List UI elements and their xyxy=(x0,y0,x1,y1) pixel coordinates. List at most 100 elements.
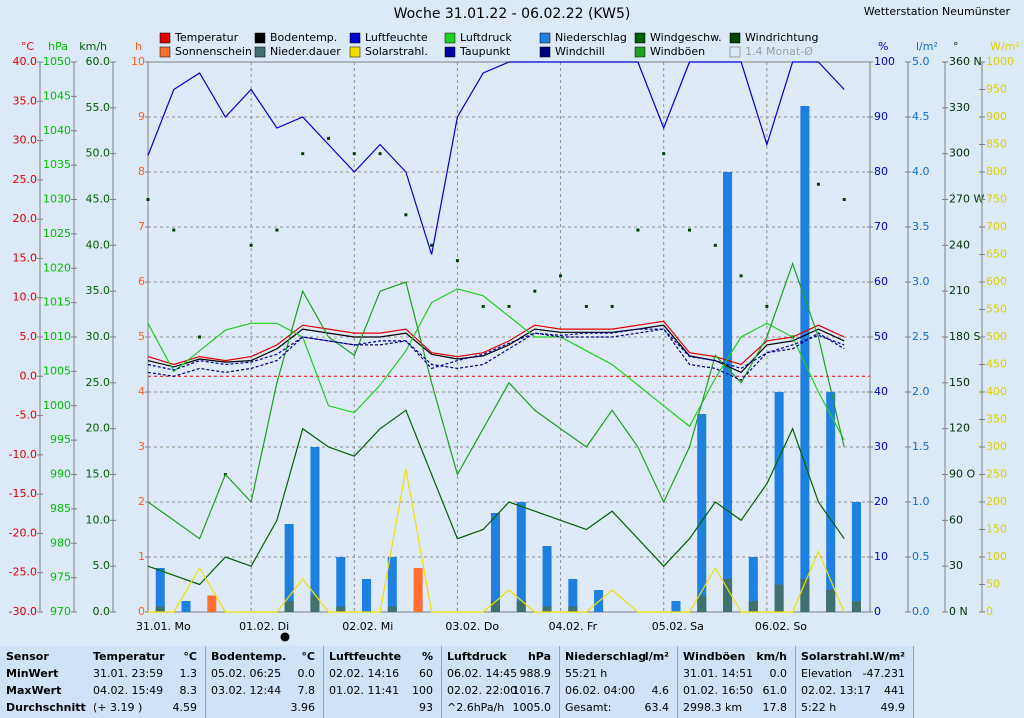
axis-title: h xyxy=(135,40,142,53)
direction-dot xyxy=(713,243,717,247)
direction-dot xyxy=(198,335,202,339)
legend-swatch xyxy=(634,32,646,44)
bar xyxy=(155,568,165,612)
cell-info: 03.02. 12:44 xyxy=(211,684,282,697)
tick-label: 300 xyxy=(986,440,1007,453)
tick-label: 20.0 xyxy=(13,212,38,225)
tick-label: 240 xyxy=(949,238,970,251)
tick-label: 900 xyxy=(986,110,1007,123)
row-label: MinWert xyxy=(6,667,59,680)
tick-label: 3.5 xyxy=(912,220,930,233)
cell-info: Elevation xyxy=(801,667,853,680)
cell-value: 7.8 xyxy=(297,684,316,697)
tick-label: 1025 xyxy=(43,227,71,240)
legend-checkbox xyxy=(729,46,741,58)
tick-label: 650 xyxy=(986,248,1007,261)
axis-title: % xyxy=(878,40,888,53)
bar xyxy=(490,601,500,612)
cell-info: 31.01. 14:51 xyxy=(683,667,754,680)
tick-label: 1040 xyxy=(43,124,71,137)
tick-label: 60 xyxy=(949,513,963,526)
bar xyxy=(568,579,578,612)
bar xyxy=(490,513,500,612)
tick-label: 40.0 xyxy=(13,55,38,68)
tick-label: 350 xyxy=(986,413,1007,426)
tick-label: 200 xyxy=(986,495,1007,508)
bar xyxy=(800,106,810,612)
legend-label: Solarstrahl. xyxy=(365,45,428,58)
series-line xyxy=(147,409,845,586)
tick-label: 100 xyxy=(874,55,895,68)
direction-dot xyxy=(249,243,253,247)
direction-dot xyxy=(146,198,150,201)
legend-label: Bodentemp. xyxy=(270,31,337,44)
tick-label: 15.0 xyxy=(13,251,38,264)
tick-label: 2.0 xyxy=(912,385,930,398)
direction-dot xyxy=(378,152,382,156)
tick-label: 50 xyxy=(986,578,1000,591)
direction-dot xyxy=(430,243,434,247)
column-title: Solarstrahl. xyxy=(801,650,874,663)
cell-info: 01.02. 16:50 xyxy=(683,684,754,697)
tick-label: 2.5 xyxy=(912,330,930,343)
direction-dot xyxy=(584,304,588,308)
column-unit: °C xyxy=(301,650,315,663)
bar xyxy=(671,601,681,612)
cell-value: 93 xyxy=(419,701,433,714)
tick-label: 80 xyxy=(874,165,888,178)
bar xyxy=(800,579,810,612)
tick-label: 2 xyxy=(138,495,145,508)
tick-label: 20 xyxy=(874,495,888,508)
series-line xyxy=(147,328,845,371)
tick-label: 30 xyxy=(874,440,888,453)
tick-label: 4.0 xyxy=(912,165,930,178)
tick-label: 500 xyxy=(986,330,1007,343)
table-column: Luftfeuchte% 02.02. 14:16 60 01.02. 11:41 10… xyxy=(324,646,442,718)
legend-label: Windgeschw. xyxy=(650,31,722,44)
table-column: Bodentemp. °C 05.02. 06:25 0.0 03.02. 12:44 7… xyxy=(206,646,324,718)
column-unit: l/m² xyxy=(644,650,669,663)
tick-label: 970 xyxy=(50,605,71,618)
tick-label: 4.5 xyxy=(912,110,930,123)
cell-value: 63.4 xyxy=(644,701,670,714)
tick-label: -10.0 xyxy=(9,448,37,461)
cell-value: 17.8 xyxy=(762,701,788,714)
tick-label: 7 xyxy=(138,220,145,233)
tick-label: -20.0 xyxy=(9,526,37,539)
series-line xyxy=(147,61,845,255)
legend-swatch xyxy=(539,46,551,58)
tick-label: 3 xyxy=(138,440,145,453)
bar xyxy=(516,502,526,612)
bar xyxy=(568,606,578,612)
tick-label: 9 xyxy=(138,110,145,123)
row-label: MaxWert xyxy=(6,684,62,697)
direction-dot xyxy=(301,152,305,156)
tick-label: 550 xyxy=(986,303,1007,316)
tick-label: 120 xyxy=(949,422,970,435)
legend-swatch xyxy=(539,32,551,44)
series-line xyxy=(148,468,845,613)
tick-label: 250 xyxy=(986,468,1007,481)
legend-swatch xyxy=(349,32,361,44)
column-title: Luftfeuchte xyxy=(329,650,402,663)
direction-dot xyxy=(816,182,820,186)
tick-label: 800 xyxy=(986,165,1007,178)
bar xyxy=(310,595,320,612)
direction-dot xyxy=(507,304,511,308)
tick-label: 0 xyxy=(138,605,145,618)
tick-label: 4 xyxy=(138,385,145,398)
bar xyxy=(336,606,346,612)
axis-title: km/h xyxy=(79,40,107,53)
cell-value: 441 xyxy=(884,684,905,697)
bar xyxy=(310,447,320,612)
bar xyxy=(748,601,758,612)
legend-swatch xyxy=(729,32,741,44)
x-tick-label: 06.02. So xyxy=(755,620,807,633)
legend-label: Niederschlag xyxy=(555,31,627,44)
axis-title: ° xyxy=(953,40,959,53)
tick-label: 1035 xyxy=(43,158,71,171)
tick-label: 1010 xyxy=(43,330,71,343)
tick-label: 270 W xyxy=(949,193,984,206)
legend-label: Temperatur xyxy=(174,31,239,44)
bar xyxy=(774,392,784,612)
